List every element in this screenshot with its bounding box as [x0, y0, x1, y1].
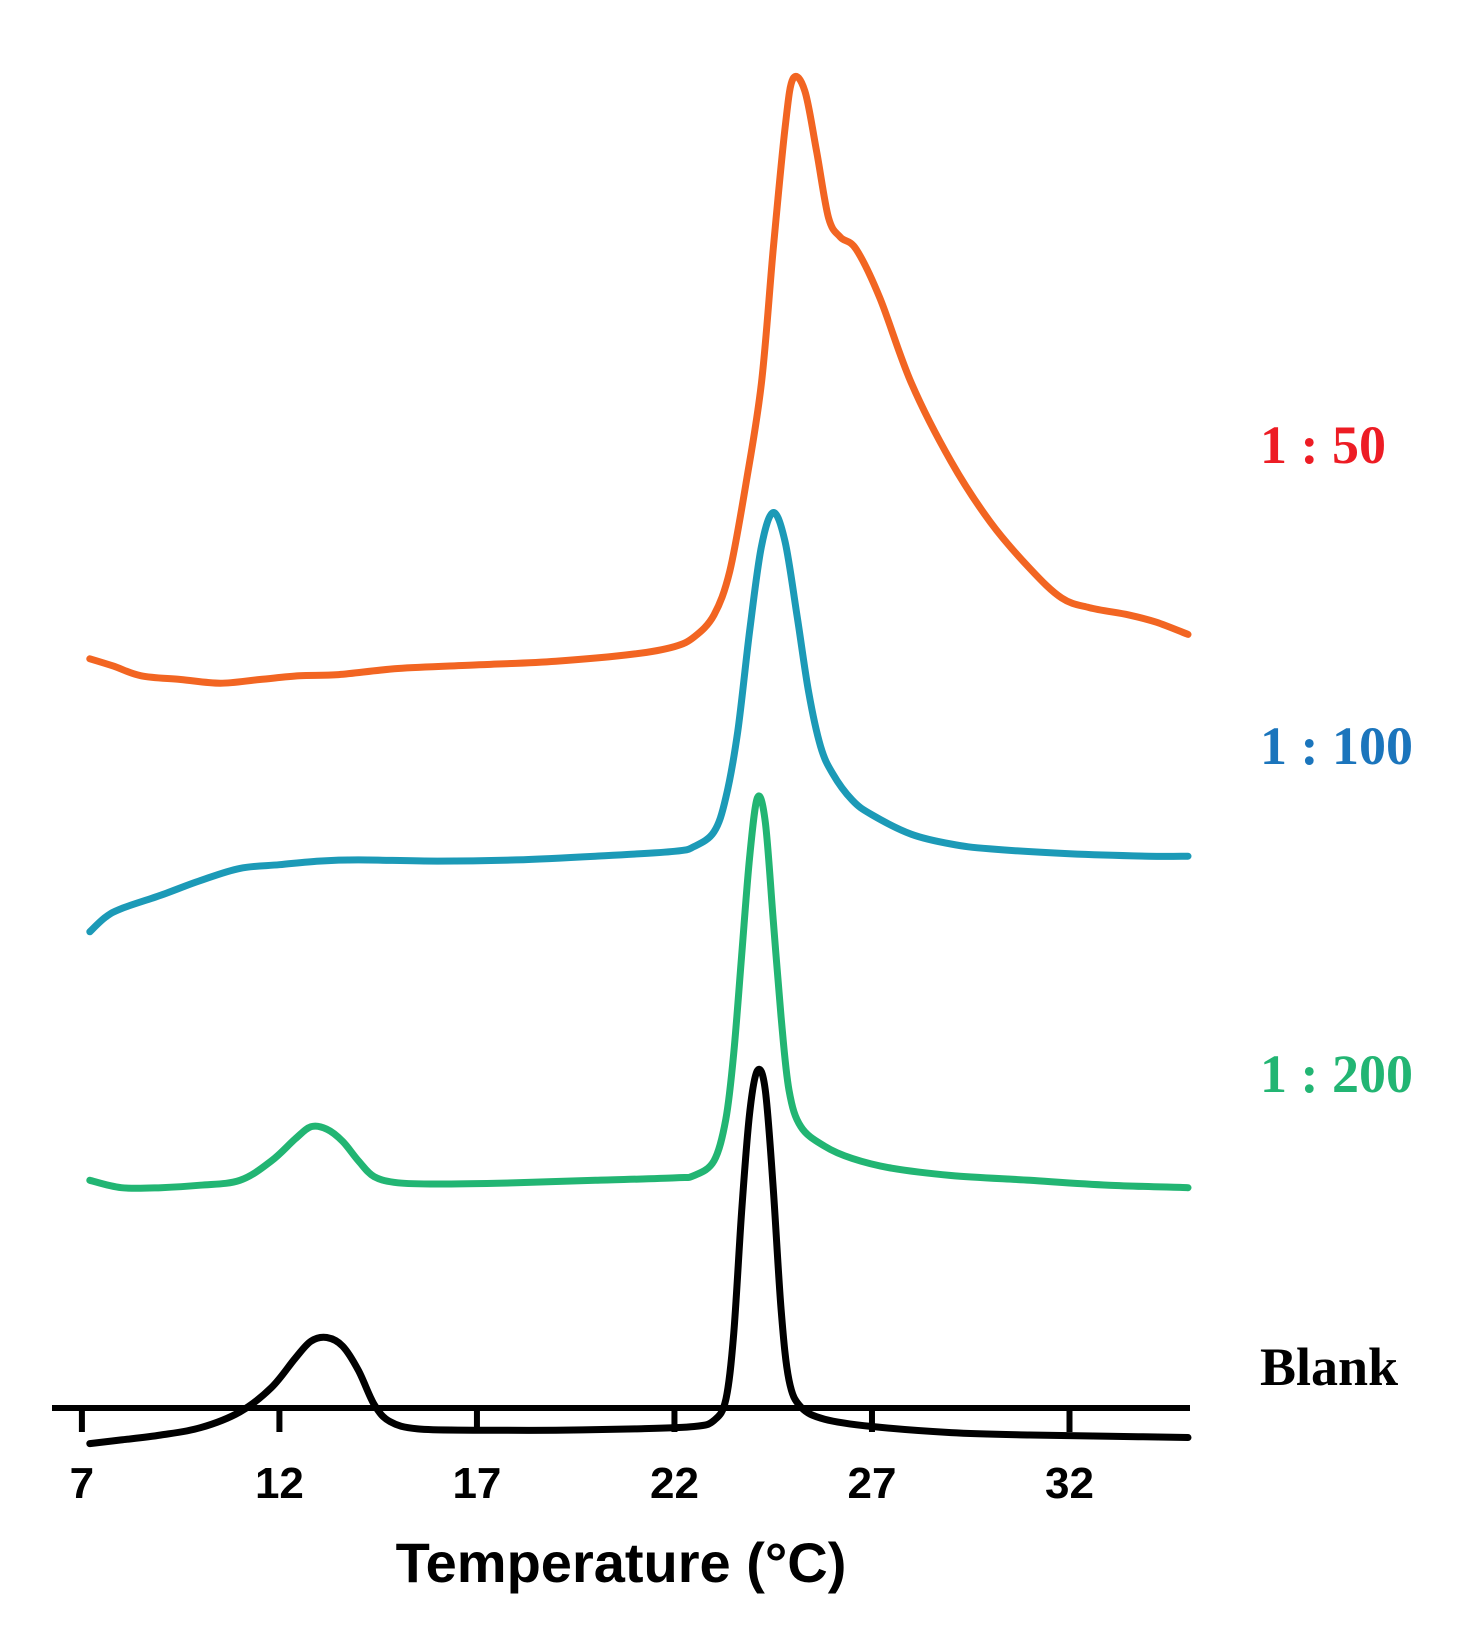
x-tick-label-17: 17: [452, 1459, 501, 1508]
x-tick-label-27: 27: [847, 1459, 896, 1508]
series-line-1-50: [86, 72, 1192, 687]
series-label-1-200: 1 : 200: [1260, 1044, 1413, 1104]
x-tick-label-12: 12: [255, 1459, 304, 1508]
plot-lines: [86, 72, 1192, 1448]
x-axis: 7 12 17 22 27 32: [52, 1405, 1190, 1508]
series-label-1-100: 1 : 100: [1260, 716, 1413, 776]
series-label-1-50: 1 : 50: [1260, 415, 1386, 475]
series-labels: Blank 1 : 200 1 : 100 1 : 50: [1260, 415, 1413, 1397]
x-ticks: 7 12 17 22 27 32: [70, 1408, 1094, 1508]
x-axis-title: Temperature (°C): [396, 1531, 847, 1594]
series-line-1-100: [86, 509, 1192, 936]
series-label-blank: Blank: [1260, 1337, 1398, 1397]
x-tick-label-32: 32: [1045, 1459, 1094, 1508]
x-tick-label-7: 7: [70, 1459, 94, 1508]
x-tick-label-22: 22: [650, 1459, 699, 1508]
series-line-1-200: [86, 792, 1192, 1192]
series-line-blank: [86, 1065, 1192, 1448]
